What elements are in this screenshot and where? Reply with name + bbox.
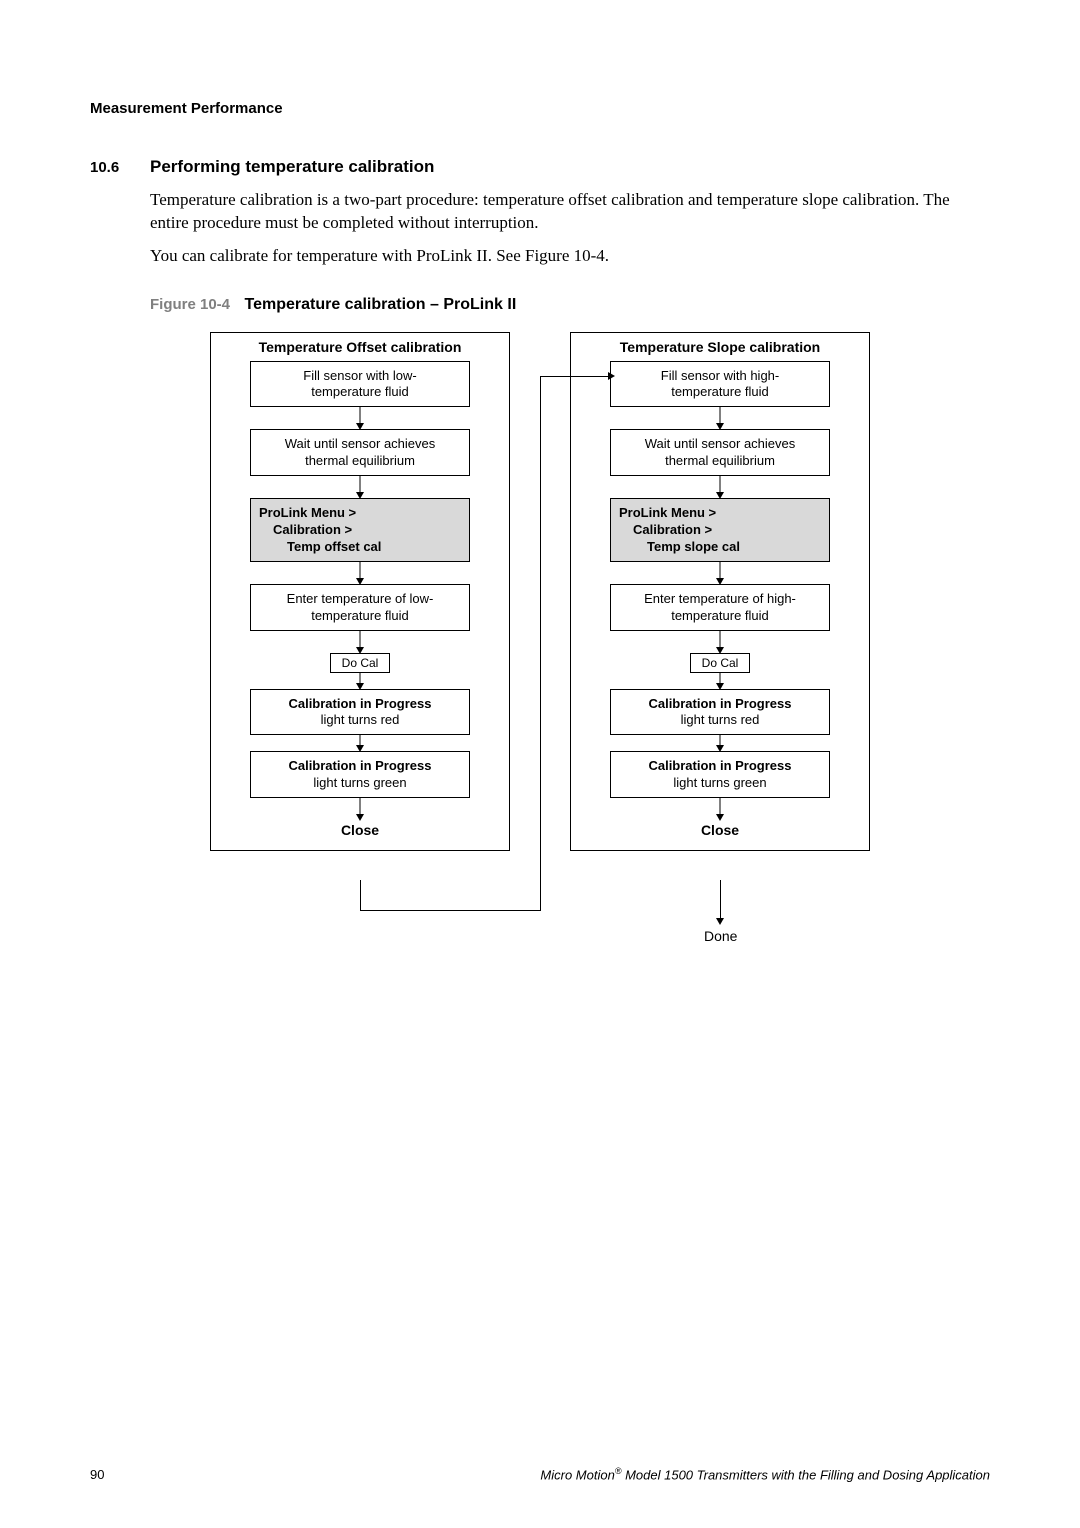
offset-menu-box: ProLink Menu > Calibration > Temp offset… bbox=[250, 498, 470, 563]
flow-arrow bbox=[359, 476, 361, 498]
footer-brand: Micro Motion bbox=[540, 1467, 614, 1482]
connector-line bbox=[720, 880, 721, 920]
connector-arrowhead bbox=[716, 918, 724, 925]
offset-progress-red: Calibration in Progress light turns red bbox=[250, 689, 470, 736]
text-line: Fill sensor with high- bbox=[619, 368, 821, 384]
text-line: Enter temperature of high- bbox=[619, 591, 821, 607]
text-line: Wait until sensor achieves bbox=[619, 436, 821, 452]
slope-calibration-column: Temperature Slope calibration Fill senso… bbox=[570, 332, 870, 851]
text-line: temperature fluid bbox=[259, 384, 461, 400]
section-title: Performing temperature calibration bbox=[150, 157, 434, 177]
flow-arrow bbox=[719, 631, 721, 653]
flow-arrow bbox=[719, 735, 721, 751]
menu-line: ProLink Menu > bbox=[259, 505, 461, 522]
text-line: thermal equilibrium bbox=[619, 453, 821, 469]
text-line: Enter temperature of low- bbox=[259, 591, 461, 607]
footer-product: Model 1500 Transmitters with the Filling… bbox=[621, 1467, 990, 1482]
offset-group-box: Temperature Offset calibration Fill sens… bbox=[210, 332, 510, 851]
flow-arrow bbox=[359, 631, 361, 653]
text-line: Fill sensor with low- bbox=[259, 368, 461, 384]
connector-line bbox=[360, 910, 540, 911]
page-footer: 90 Micro Motion® Model 1500 Transmitters… bbox=[90, 1466, 990, 1482]
text-line: light turns green bbox=[259, 775, 461, 791]
connector-arrowhead bbox=[608, 372, 615, 380]
offset-progress-green: Calibration in Progress light turns gree… bbox=[250, 751, 470, 798]
flow-arrow bbox=[359, 562, 361, 584]
done-label: Done bbox=[704, 928, 737, 944]
slope-progress-green: Calibration in Progress light turns gree… bbox=[610, 751, 830, 798]
offset-step-wait: Wait until sensor achieves thermal equil… bbox=[250, 429, 470, 476]
text-line: light turns red bbox=[259, 712, 461, 728]
slope-step-wait: Wait until sensor achieves thermal equil… bbox=[610, 429, 830, 476]
menu-line: ProLink Menu > bbox=[619, 505, 821, 522]
text-line: light turns red bbox=[619, 712, 821, 728]
menu-line: Temp offset cal bbox=[259, 539, 461, 556]
offset-close: Close bbox=[211, 822, 509, 838]
offset-calibration-column: Temperature Offset calibration Fill sens… bbox=[210, 332, 510, 851]
flow-arrow bbox=[359, 735, 361, 751]
flow-arrow bbox=[359, 798, 361, 820]
figure-title: Temperature calibration – ProLink II bbox=[244, 296, 516, 313]
section-heading: 10.6 Performing temperature calibration bbox=[90, 157, 990, 177]
flow-arrow bbox=[719, 562, 721, 584]
text-line: thermal equilibrium bbox=[259, 453, 461, 469]
connector-line bbox=[540, 376, 610, 377]
slope-step-fill: Fill sensor with high- temperature fluid bbox=[610, 361, 830, 408]
text-line: Calibration in Progress bbox=[619, 696, 821, 712]
flow-arrow bbox=[359, 673, 361, 689]
figure-number: Figure 10-4 bbox=[150, 296, 230, 313]
footer-text: Micro Motion® Model 1500 Transmitters wi… bbox=[540, 1466, 990, 1482]
text-line: temperature fluid bbox=[619, 608, 821, 624]
offset-do-cal-button: Do Cal bbox=[330, 653, 390, 673]
text-line: Calibration in Progress bbox=[259, 696, 461, 712]
flow-arrow bbox=[719, 407, 721, 429]
menu-line: Calibration > bbox=[619, 522, 821, 539]
slope-menu-box: ProLink Menu > Calibration > Temp slope … bbox=[610, 498, 830, 563]
connector-line bbox=[360, 880, 361, 910]
text-line: temperature fluid bbox=[259, 608, 461, 624]
slope-group-box: Temperature Slope calibration Fill senso… bbox=[570, 332, 870, 851]
slope-close: Close bbox=[571, 822, 869, 838]
flow-arrow bbox=[359, 407, 361, 429]
paragraph-2: You can calibrate for temperature with P… bbox=[150, 245, 990, 268]
page-header: Measurement Performance bbox=[90, 100, 990, 117]
menu-line: Temp slope cal bbox=[619, 539, 821, 556]
page-number: 90 bbox=[90, 1467, 104, 1482]
offset-group-title: Temperature Offset calibration bbox=[211, 339, 509, 355]
text-line: temperature fluid bbox=[619, 384, 821, 400]
offset-step-enter: Enter temperature of low- temperature fl… bbox=[250, 584, 470, 631]
slope-do-cal-button: Do Cal bbox=[690, 653, 750, 673]
menu-line: Calibration > bbox=[259, 522, 461, 539]
text-line: Wait until sensor achieves bbox=[259, 436, 461, 452]
flow-arrow bbox=[719, 476, 721, 498]
flowchart: Temperature Offset calibration Fill sens… bbox=[210, 332, 930, 972]
slope-step-enter: Enter temperature of high- temperature f… bbox=[610, 584, 830, 631]
text-line: light turns green bbox=[619, 775, 821, 791]
text-line: Calibration in Progress bbox=[619, 758, 821, 774]
flow-arrow bbox=[719, 798, 721, 820]
flow-arrow bbox=[719, 673, 721, 689]
paragraph-1: Temperature calibration is a two-part pr… bbox=[150, 189, 990, 235]
section-number: 10.6 bbox=[90, 159, 150, 176]
text-line: Calibration in Progress bbox=[259, 758, 461, 774]
offset-step-fill: Fill sensor with low- temperature fluid bbox=[250, 361, 470, 408]
slope-group-title: Temperature Slope calibration bbox=[571, 339, 869, 355]
figure-caption: Figure 10-4 Temperature calibration – Pr… bbox=[150, 296, 990, 314]
slope-progress-red: Calibration in Progress light turns red bbox=[610, 689, 830, 736]
connector-line bbox=[540, 376, 541, 911]
